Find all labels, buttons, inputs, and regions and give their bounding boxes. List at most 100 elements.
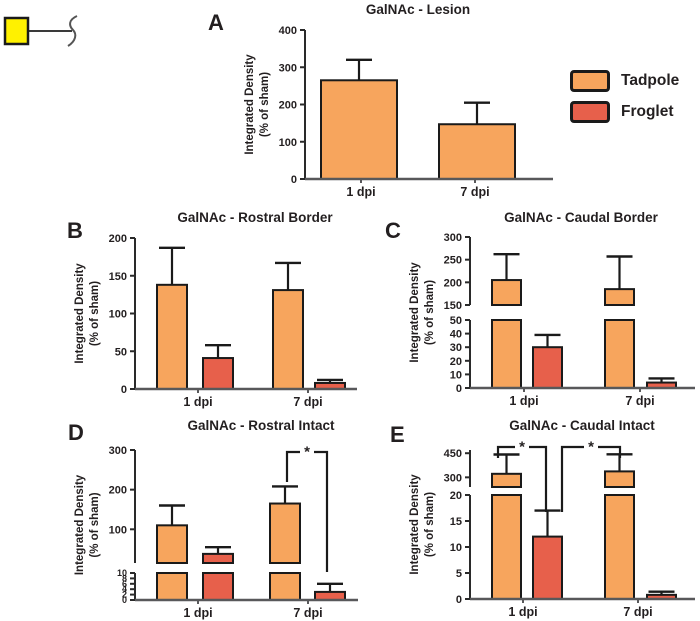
y-axis-label: Integrated Density bbox=[409, 262, 421, 363]
panel-title: GalNAc - Caudal Intact bbox=[509, 418, 655, 433]
y-tick-label: 250 bbox=[444, 255, 462, 267]
y-tick-label: 0 bbox=[122, 595, 127, 605]
froglet-bar bbox=[202, 357, 234, 390]
y-axis-label: Integrated Density bbox=[74, 263, 86, 364]
panel-title: GalNAc - Rostral Border bbox=[177, 210, 333, 225]
x-category-label: 7 dpi bbox=[293, 606, 322, 620]
y-tick-label: 20 bbox=[450, 356, 462, 368]
tadpole-bar bbox=[156, 572, 188, 601]
x-category-label: 7 dpi bbox=[460, 185, 489, 199]
y-axis-label: (% of sham) bbox=[259, 72, 271, 137]
significance-star: * bbox=[588, 439, 594, 456]
tadpole-bar bbox=[320, 79, 398, 180]
y-tick-label: 100 bbox=[109, 524, 127, 536]
legend: Tadpole Froglet bbox=[570, 70, 679, 123]
tadpole-bar bbox=[269, 502, 301, 564]
y-axis-label: (% of sham) bbox=[424, 492, 436, 557]
froglet-color-swatch bbox=[570, 101, 610, 123]
y-axis-label: (% of sham) bbox=[424, 280, 436, 345]
significance-bracket bbox=[285, 450, 329, 572]
y-tick-label: 100 bbox=[109, 309, 127, 321]
y-axis-label: (% of sham) bbox=[89, 281, 101, 346]
y-tick-label: 200 bbox=[109, 233, 127, 245]
x-category-label: 1 dpi bbox=[508, 605, 537, 619]
tadpole-bar bbox=[156, 283, 188, 390]
panel-title: GalNAc - Rostral Intact bbox=[187, 418, 335, 433]
x-category-label: 1 dpi bbox=[509, 394, 538, 408]
y-tick-label: 200 bbox=[444, 277, 462, 289]
panel-letter: B bbox=[67, 218, 83, 243]
y-tick-label: 200 bbox=[279, 100, 297, 112]
galnac-yellow-square bbox=[3, 16, 30, 46]
tadpole-color-swatch bbox=[570, 70, 610, 92]
y-tick-label: 6 bbox=[122, 579, 127, 589]
y-tick-label: 400 bbox=[279, 25, 297, 37]
froglet-label: Froglet bbox=[621, 103, 674, 120]
x-category-label: 1 dpi bbox=[346, 185, 375, 199]
y-tick-label: 10 bbox=[450, 542, 462, 554]
panel-letter: C bbox=[385, 218, 401, 243]
y-tick-label: 2 bbox=[122, 590, 127, 600]
y-tick-label: 150 bbox=[109, 271, 127, 283]
panel-a-lesion-chart: 0 100 200 300 400 1 dpi 7 dpi GalNAc - Lesion AI… bbox=[208, 2, 553, 199]
tadpole-label: Tadpole bbox=[621, 72, 680, 89]
x-category-label: 7 dpi bbox=[293, 395, 322, 409]
legend-item-froglet: Froglet bbox=[570, 101, 679, 123]
x-category-label: 1 dpi bbox=[183, 606, 212, 620]
y-axis-label: Integrated Density bbox=[244, 54, 256, 155]
y-tick-label: 150 bbox=[444, 300, 462, 312]
y-tick-label: 300 bbox=[109, 445, 127, 457]
tadpole-bar bbox=[491, 319, 522, 389]
froglet-bar bbox=[202, 552, 234, 565]
tadpole-bar bbox=[491, 494, 522, 600]
y-tick-label: 0 bbox=[456, 594, 462, 606]
y-tick-label: 30 bbox=[450, 342, 462, 354]
glycan-squiggle bbox=[67, 15, 78, 47]
y-tick-label: 300 bbox=[444, 232, 462, 244]
panel-title: GalNAc - Lesion bbox=[366, 2, 470, 17]
y-tick-label: 0 bbox=[291, 174, 297, 186]
y-tick-label: 50 bbox=[115, 346, 127, 358]
y-tick-label: 8 bbox=[122, 573, 127, 583]
y-tick-label: 0 bbox=[121, 384, 127, 396]
tadpole-bar bbox=[269, 572, 301, 601]
significance-bracket bbox=[560, 445, 622, 512]
tadpole-bar bbox=[604, 319, 635, 389]
tadpole-bar bbox=[438, 123, 516, 180]
froglet-bar bbox=[314, 590, 346, 601]
y-axis-label: (% of sham) bbox=[89, 492, 101, 557]
x-category-label: 1 dpi bbox=[183, 395, 212, 409]
galnac-glycan-icon bbox=[3, 15, 78, 47]
panel-title: GalNAc - Caudal Border bbox=[504, 210, 659, 225]
tadpole-bar bbox=[604, 494, 635, 600]
tadpole-bar bbox=[272, 289, 304, 390]
y-tick-label: 200 bbox=[109, 485, 127, 497]
y-axis-label: Integrated Density bbox=[74, 474, 86, 575]
panel-letter: D bbox=[68, 420, 84, 445]
legend-item-tadpole: Tadpole bbox=[570, 70, 679, 92]
tadpole-bar bbox=[604, 470, 635, 489]
y-tick-label: 5 bbox=[456, 568, 462, 580]
y-tick-label: 450 bbox=[444, 448, 462, 460]
y-tick-label: 4 bbox=[122, 584, 127, 594]
y-tick-label: 20 bbox=[450, 490, 462, 502]
panel-b-rostral-border-chart: 0 50 100 150 200 1 dpi 7 dpi GalNAc - Rostral B… bbox=[67, 210, 357, 409]
tadpole-bar bbox=[156, 524, 188, 565]
y-tick-label: 300 bbox=[444, 472, 462, 484]
y-tick-label: 40 bbox=[450, 329, 462, 341]
froglet-bar bbox=[532, 535, 563, 600]
significance-bracket bbox=[496, 445, 548, 512]
y-axis-label: Integrated Density bbox=[409, 474, 421, 575]
y-tick-label: 15 bbox=[450, 516, 462, 528]
panel-letter: A bbox=[208, 10, 224, 35]
froglet-bar bbox=[202, 572, 234, 601]
panel-e-caudal-intact-chart: 0 5 10 15 20 300 450 1 dpi 7 dpi GalNAc - Caudal … bbox=[390, 418, 695, 619]
froglet-bar bbox=[532, 346, 563, 389]
tadpole-bar bbox=[491, 279, 522, 306]
tadpole-bar bbox=[491, 472, 522, 489]
y-tick-label: 10 bbox=[450, 369, 462, 381]
y-tick-label: 10 bbox=[117, 568, 127, 578]
